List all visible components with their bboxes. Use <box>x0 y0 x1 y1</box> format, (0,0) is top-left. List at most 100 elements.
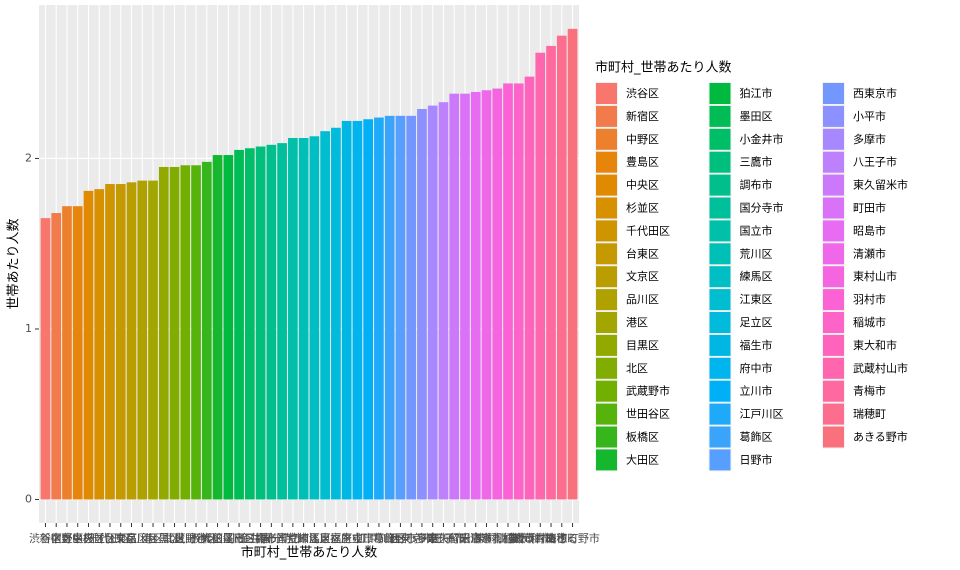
legend-key <box>709 357 731 379</box>
legend-label: 千代田区 <box>626 224 670 237</box>
legend-key <box>823 243 844 265</box>
x-tick-label: 東大和市 <box>508 531 552 545</box>
bar <box>320 131 330 500</box>
legend-key <box>823 266 844 288</box>
x-tick-label: 江東区 <box>309 532 342 545</box>
legend-key <box>709 380 731 402</box>
x-tick-label: 狛江市 <box>212 531 245 545</box>
bar <box>126 182 137 500</box>
bar <box>438 102 449 500</box>
legend-key <box>709 243 731 265</box>
legend-key <box>709 403 731 425</box>
bar <box>503 83 513 500</box>
legend-label: 港区 <box>626 316 648 329</box>
legend-label: 瑞穂町 <box>853 407 886 421</box>
x-tick-label: 瑞穂町 <box>545 531 578 545</box>
legend-label: 葛飾区 <box>740 431 773 444</box>
legend-label: 板橋区 <box>626 430 659 444</box>
legend-label: 台東区 <box>626 246 659 260</box>
legend-label: 小金井市 <box>740 132 784 146</box>
bar <box>169 166 180 500</box>
legend-label: 調布市 <box>740 178 773 192</box>
bar <box>40 218 51 500</box>
bar <box>460 93 470 500</box>
legend-label: 江東区 <box>740 293 773 306</box>
legend-key <box>823 357 844 379</box>
legend-key <box>596 197 617 219</box>
legend-key <box>596 174 617 196</box>
bar <box>556 35 567 500</box>
legend-label: 文京区 <box>626 269 659 283</box>
legend-label: 武蔵野市 <box>626 384 670 398</box>
x-tick-label: 荒川区 <box>287 532 320 545</box>
bar <box>341 120 352 500</box>
legend-key <box>596 449 617 471</box>
legend-label: 渋谷区 <box>626 87 659 100</box>
legend-label: 多摩市 <box>853 132 886 146</box>
legend-key <box>596 151 617 173</box>
x-tick-label: 足立区 <box>319 531 352 545</box>
bar <box>449 93 460 500</box>
x-tick-label: 北区 <box>164 532 186 545</box>
legend-label: 三鷹市 <box>740 155 773 169</box>
legend-label: 目黒区 <box>626 339 659 352</box>
x-tick-label: 昭島市 <box>459 531 492 545</box>
x-tick-label: 文京区 <box>115 531 148 545</box>
bar <box>384 115 395 500</box>
legend-key <box>596 334 617 356</box>
bar <box>137 180 148 500</box>
x-tick-label: 東村山市 <box>475 531 519 545</box>
x-tick-label: 武蔵野市 <box>163 531 207 545</box>
y-tick-label: 2 <box>25 151 32 164</box>
y-tick-label: 0 <box>25 492 32 505</box>
legend-key <box>709 312 731 333</box>
x-tick-label: 新宿区 <box>40 531 73 545</box>
legend-key <box>596 312 617 333</box>
legend-label: 東村山市 <box>853 269 897 283</box>
x-tick-label: 豊島区 <box>61 531 94 545</box>
legend-key <box>823 426 844 448</box>
bar <box>115 184 126 500</box>
x-tick-label: 稲城市 <box>502 531 535 545</box>
legend-key <box>596 357 617 379</box>
bar <box>244 148 255 500</box>
legend-label: 稲城市 <box>853 315 886 329</box>
x-tick-label: 府中市 <box>341 531 374 545</box>
x-tick-label: 小金井市 <box>228 531 272 545</box>
legend-key <box>709 174 731 196</box>
bar <box>266 144 277 500</box>
legend-label: 足立区 <box>740 315 773 329</box>
bar <box>148 180 158 500</box>
legend-label: 国立市 <box>740 223 773 237</box>
x-tick-label: 調布市 <box>255 531 288 545</box>
legend-key <box>823 289 844 311</box>
x-tick-label: 西東京市 <box>389 531 433 545</box>
legend-label: 東大和市 <box>853 338 897 352</box>
x-tick-label: 杉並区 <box>83 531 116 545</box>
legend-key <box>823 403 844 425</box>
legend-label: 中野区 <box>626 133 659 146</box>
legend-key <box>709 105 731 127</box>
legend-title: 市町村_世帯あたり人数 <box>595 60 732 76</box>
legend-key <box>596 243 617 265</box>
bar <box>212 155 223 500</box>
legend-label: 新宿区 <box>626 109 659 123</box>
legend-label: 羽村市 <box>853 292 886 306</box>
x-tick-label: 日野市 <box>384 531 417 545</box>
bar <box>331 127 341 500</box>
legend-label: 日野市 <box>740 452 773 466</box>
legend-label: 国分寺市 <box>740 201 784 215</box>
bar <box>298 137 309 500</box>
bar <box>83 190 94 500</box>
legend-key <box>709 197 731 219</box>
x-tick-label: 目黒区 <box>147 532 180 545</box>
legend-label: 昭島市 <box>853 223 886 237</box>
bar <box>158 166 169 500</box>
x-tick-label: 清瀬市 <box>470 531 503 545</box>
x-tick-label: 三鷹市 <box>244 531 277 545</box>
bar <box>191 165 201 500</box>
bar <box>105 184 115 500</box>
legend-label: 荒川区 <box>740 247 773 260</box>
x-tick-label: 国立市 <box>276 531 309 545</box>
bar <box>427 105 438 500</box>
